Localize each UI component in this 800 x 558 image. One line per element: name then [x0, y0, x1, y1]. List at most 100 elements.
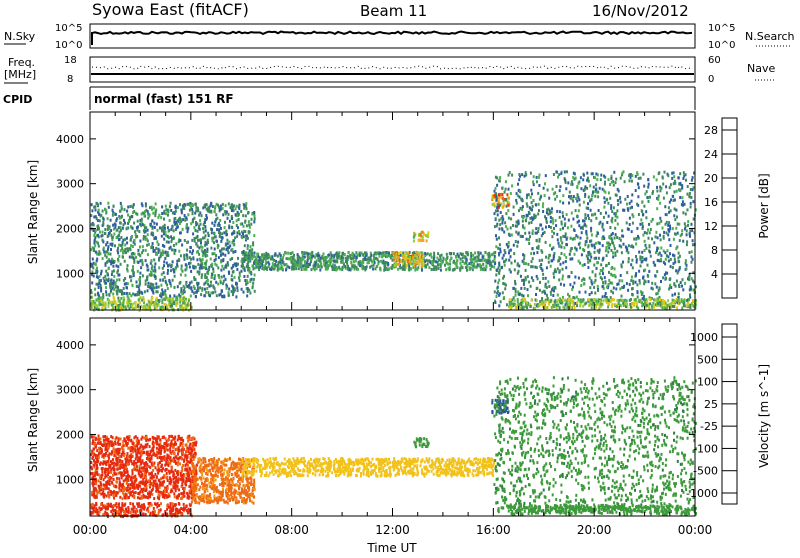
data-cell	[508, 259, 510, 262]
data-cell	[157, 229, 159, 232]
data-cell	[139, 284, 141, 287]
data-cell	[562, 235, 564, 238]
data-cell	[382, 261, 384, 264]
data-cell	[190, 270, 192, 273]
data-cell	[546, 266, 548, 269]
data-cell	[220, 205, 222, 208]
data-cell	[522, 216, 524, 219]
data-cell	[206, 208, 208, 211]
data-cell	[611, 181, 613, 184]
data-cell	[495, 245, 497, 248]
data-cell	[120, 202, 122, 205]
data-cell	[494, 262, 496, 265]
data-cell	[657, 198, 659, 201]
data-cell	[653, 175, 655, 178]
data-cell	[656, 178, 658, 181]
data-cell	[522, 235, 524, 238]
nave-tick-low: 0	[708, 74, 714, 85]
data-cell	[608, 178, 610, 181]
data-cell	[674, 190, 676, 193]
data-cell	[118, 502, 120, 505]
data-cell	[613, 184, 615, 187]
data-cell	[191, 290, 193, 293]
data-cell	[550, 220, 552, 223]
data-cell	[292, 256, 294, 259]
data-cell	[156, 505, 158, 508]
data-cell	[131, 508, 133, 511]
data-cell	[679, 182, 681, 185]
data-cell	[611, 267, 613, 270]
data-cell	[652, 287, 654, 290]
data-cell	[466, 269, 468, 272]
data-cell	[535, 227, 537, 230]
data-cell	[545, 226, 547, 229]
data-cell	[517, 262, 519, 265]
data-cell	[607, 251, 609, 254]
data-cell	[236, 205, 238, 208]
data-cell	[400, 251, 402, 254]
data-cell	[618, 302, 620, 305]
data-cell	[598, 222, 600, 225]
data-cell	[223, 247, 225, 250]
data-cell	[671, 177, 673, 180]
data-cell	[179, 239, 181, 242]
data-cell	[646, 304, 648, 307]
data-cell	[181, 289, 183, 292]
data-cell	[518, 303, 520, 306]
data-cell	[526, 238, 528, 241]
data-cell	[517, 241, 519, 244]
data-cell	[493, 202, 495, 205]
data-cell	[494, 255, 496, 258]
data-cell	[505, 198, 507, 201]
data-cell	[134, 510, 136, 513]
data-cell	[291, 266, 293, 269]
data-cell	[669, 201, 671, 204]
data-cell	[238, 230, 240, 233]
data-cell	[664, 251, 666, 254]
data-cell	[518, 178, 520, 181]
data-cell	[160, 306, 162, 309]
data-cell	[498, 252, 500, 255]
data-cell	[286, 257, 288, 260]
data-cell	[496, 184, 498, 187]
data-cell	[228, 226, 230, 229]
data-cell	[171, 248, 173, 251]
data-cell	[526, 214, 528, 217]
data-cell	[516, 245, 518, 248]
data-cell	[665, 185, 667, 188]
data-cell	[319, 269, 321, 272]
data-cell	[265, 252, 267, 255]
data-cell	[438, 267, 440, 270]
data-cell	[546, 221, 548, 224]
data-cell	[484, 258, 486, 261]
data-cell	[621, 229, 623, 232]
data-cell	[689, 293, 691, 296]
beam-label: Beam 11	[360, 2, 427, 20]
data-cell	[147, 210, 149, 213]
data-cell	[149, 223, 151, 226]
data-cell	[409, 256, 411, 259]
data-cell	[167, 226, 169, 229]
data-cell	[221, 276, 223, 279]
data-cell	[232, 287, 234, 290]
data-cell	[142, 296, 144, 299]
data-cell	[647, 228, 649, 231]
data-cell	[508, 197, 510, 200]
data-cell	[535, 203, 537, 206]
data-cell	[608, 271, 610, 274]
data-cell	[608, 262, 610, 265]
data-cell	[236, 235, 238, 238]
data-cell	[541, 269, 543, 272]
data-cell	[494, 301, 496, 304]
data-cell	[591, 291, 593, 294]
data-cell	[246, 224, 248, 227]
data-cell	[128, 220, 130, 223]
data-cell	[148, 301, 150, 304]
data-cell	[163, 238, 165, 241]
data-cell	[277, 261, 279, 264]
data-cell	[228, 294, 230, 297]
data-cell	[136, 293, 138, 296]
data-cell	[590, 256, 592, 259]
data-cell	[503, 231, 505, 234]
data-cell	[656, 186, 658, 189]
